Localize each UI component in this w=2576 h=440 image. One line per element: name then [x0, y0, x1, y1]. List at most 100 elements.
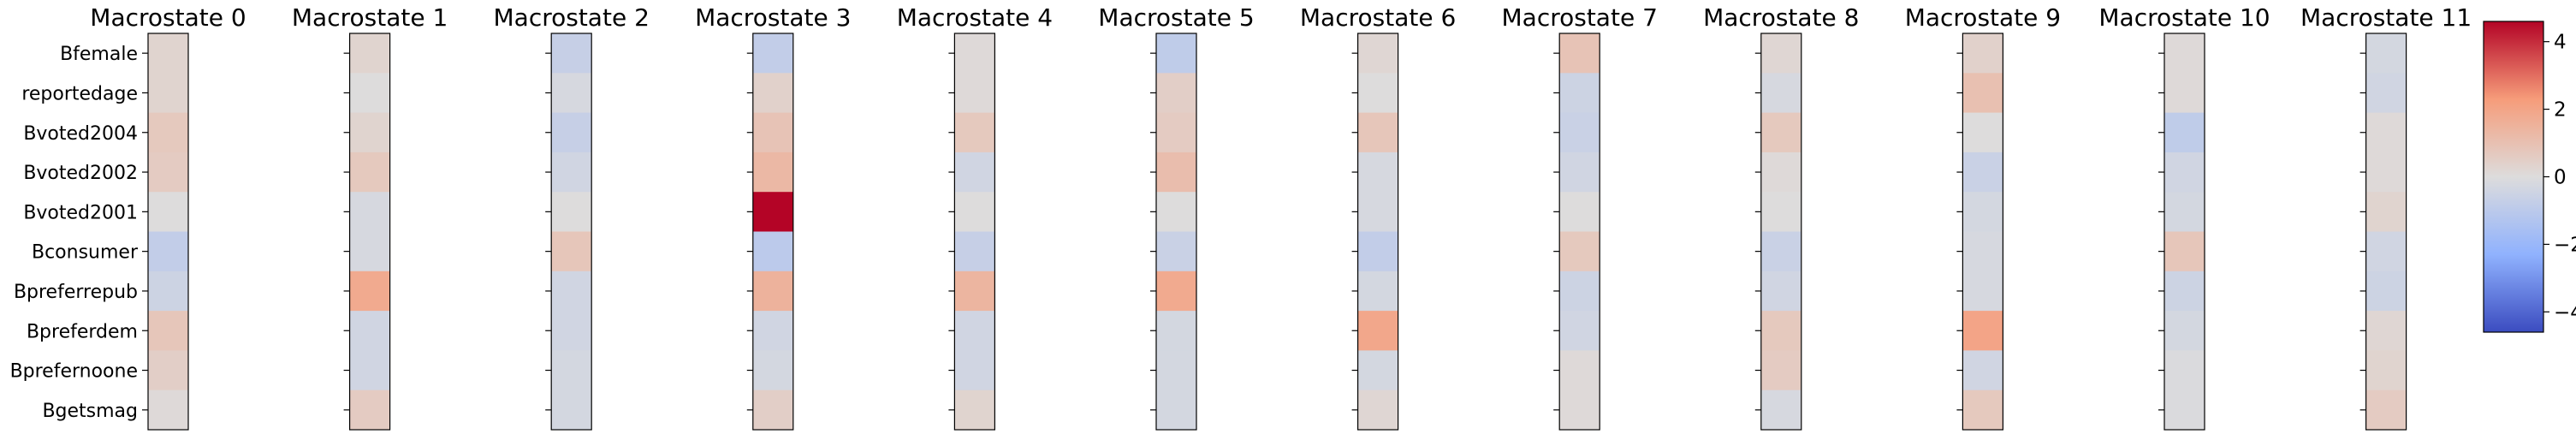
heatmap-cell	[2365, 152, 2407, 193]
heatmap-cell	[752, 389, 793, 431]
heatmap-cell	[2365, 33, 2407, 74]
heatmap-cell	[551, 311, 592, 351]
heatmap-cell	[1962, 73, 2003, 114]
heatmap-cell	[1760, 311, 1801, 351]
colorbar-tick-label: 2	[2554, 99, 2567, 122]
heatmap-cell	[349, 33, 390, 74]
colorbar-tick-label: 4	[2554, 32, 2567, 54]
panel-title: Macrostate 11	[2300, 3, 2472, 32]
heatmap-cell	[1760, 152, 1801, 193]
heatmap-cell	[954, 73, 995, 114]
heatmap-cell	[1156, 231, 1196, 272]
heatmap-cell	[752, 271, 793, 312]
heatmap-cell	[2164, 231, 2205, 272]
heatmap-cell	[2164, 73, 2205, 114]
colorbar: −4 −2 0 2 4	[2483, 21, 2576, 333]
heatmap-cell	[148, 33, 188, 74]
panel-title: Macrostate 0	[90, 3, 246, 32]
panel-title: Macrostate 10	[2098, 3, 2270, 32]
heatmap-cell	[1760, 350, 1801, 391]
heatmap-cell	[2164, 112, 2205, 153]
heatmap-cell	[2164, 311, 2205, 351]
panel-title: Macrostate 1	[292, 3, 448, 32]
heatmap-cell	[1760, 389, 1801, 431]
heatmap-panel-1: Macrostate 1	[292, 3, 448, 431]
heatmap-panel-5: Macrostate 5	[1098, 3, 1255, 431]
heatmap-cell	[1760, 33, 1801, 74]
heatmap-cell	[1559, 389, 1600, 431]
heatmap-panel-6: Macrostate 6	[1300, 3, 1456, 431]
heatmap-cell	[148, 192, 188, 232]
heatmap-cell	[551, 33, 592, 74]
heatmap-cell	[2164, 271, 2205, 312]
heatmap-cell	[349, 231, 390, 272]
heatmap-cell	[1156, 152, 1196, 193]
heatmap-cell	[1760, 271, 1801, 312]
heatmap-cell	[1760, 112, 1801, 153]
row-label: Bpreferrepub	[14, 282, 138, 303]
panel-frame	[953, 33, 996, 431]
heatmap-cell	[954, 152, 995, 193]
heatmap-cell	[752, 112, 793, 153]
heatmap-cell	[349, 311, 390, 351]
row-labels: Bfemale reportedage Bvoted2004 Bvoted2002 Bv…	[10, 44, 139, 422]
heatmap-cell	[551, 350, 592, 391]
heatmap-cell	[752, 231, 793, 272]
heatmap-cell	[1559, 350, 1600, 391]
panel-frame	[2163, 33, 2205, 431]
heatmap-cell	[1559, 192, 1600, 232]
heatmap-cell	[1357, 350, 1398, 391]
heatmap-cell	[954, 350, 995, 391]
row-label: Bvoted2001	[23, 202, 138, 223]
heatmap-panel-10: Macrostate 10	[2098, 3, 2270, 431]
heatmap-cell	[148, 311, 188, 351]
heatmap-cell	[1962, 389, 2003, 431]
heatmap-cell	[1357, 33, 1398, 74]
panel-frame	[1155, 33, 1197, 431]
heatmap-cell	[1559, 271, 1600, 312]
heatmap-cell	[2365, 192, 2407, 232]
row-label: Bprefernoone	[10, 361, 138, 383]
heatmap-cell	[1962, 112, 2003, 153]
panel-title: Macrostate 3	[695, 3, 851, 32]
heatmap-cell	[752, 192, 793, 232]
heatmap-cell	[1357, 152, 1398, 193]
heatmap-cell	[148, 73, 188, 114]
heatmap-cell	[148, 152, 188, 193]
row-label: Bconsumer	[32, 242, 139, 264]
heatmap-cell	[1760, 192, 1801, 232]
heatmap-panel-3: Macrostate 3	[695, 3, 851, 431]
heatmap-cell	[2164, 389, 2205, 431]
heatmap-cell	[954, 192, 995, 232]
heatmap-cell	[349, 152, 390, 193]
panel-frame	[349, 33, 391, 431]
panel-frame	[147, 33, 189, 431]
heatmap-cell	[349, 350, 390, 391]
heatmap-cell	[954, 33, 995, 74]
panel-frame	[1558, 33, 1600, 431]
heatmap-cell	[551, 152, 592, 193]
heatmap-cell	[752, 33, 793, 74]
row-label: Bpreferdem	[27, 321, 138, 342]
heatmap-cell	[349, 192, 390, 232]
heatmap-cell	[752, 350, 793, 391]
heatmap-cell	[2164, 33, 2205, 74]
panel-frame	[752, 33, 794, 431]
heatmap-cell	[1559, 311, 1600, 351]
heatmap-cell	[551, 389, 592, 431]
heatmap-panels: Macrostate 0 Macrostate 1 Macrostate 2 Macr…	[90, 3, 2472, 431]
panel-frame	[1760, 33, 1802, 431]
heatmap-cell	[2365, 73, 2407, 114]
row-label: Bvoted2004	[23, 123, 138, 145]
row-label: reportedage	[21, 83, 138, 104]
heatmap-cell	[1559, 112, 1600, 153]
heatmap-cell	[752, 311, 793, 351]
heatmap-cell	[349, 271, 390, 312]
panel-title: Macrostate 8	[1703, 3, 1859, 32]
heatmap-cell	[1357, 389, 1398, 431]
colorbar-tick-label: 0	[2554, 167, 2567, 189]
heatmap-cell	[1357, 311, 1398, 351]
heatmap-cell	[1156, 112, 1196, 153]
heatmap-cell	[1760, 73, 1801, 114]
heatmap-cell	[1962, 231, 2003, 272]
